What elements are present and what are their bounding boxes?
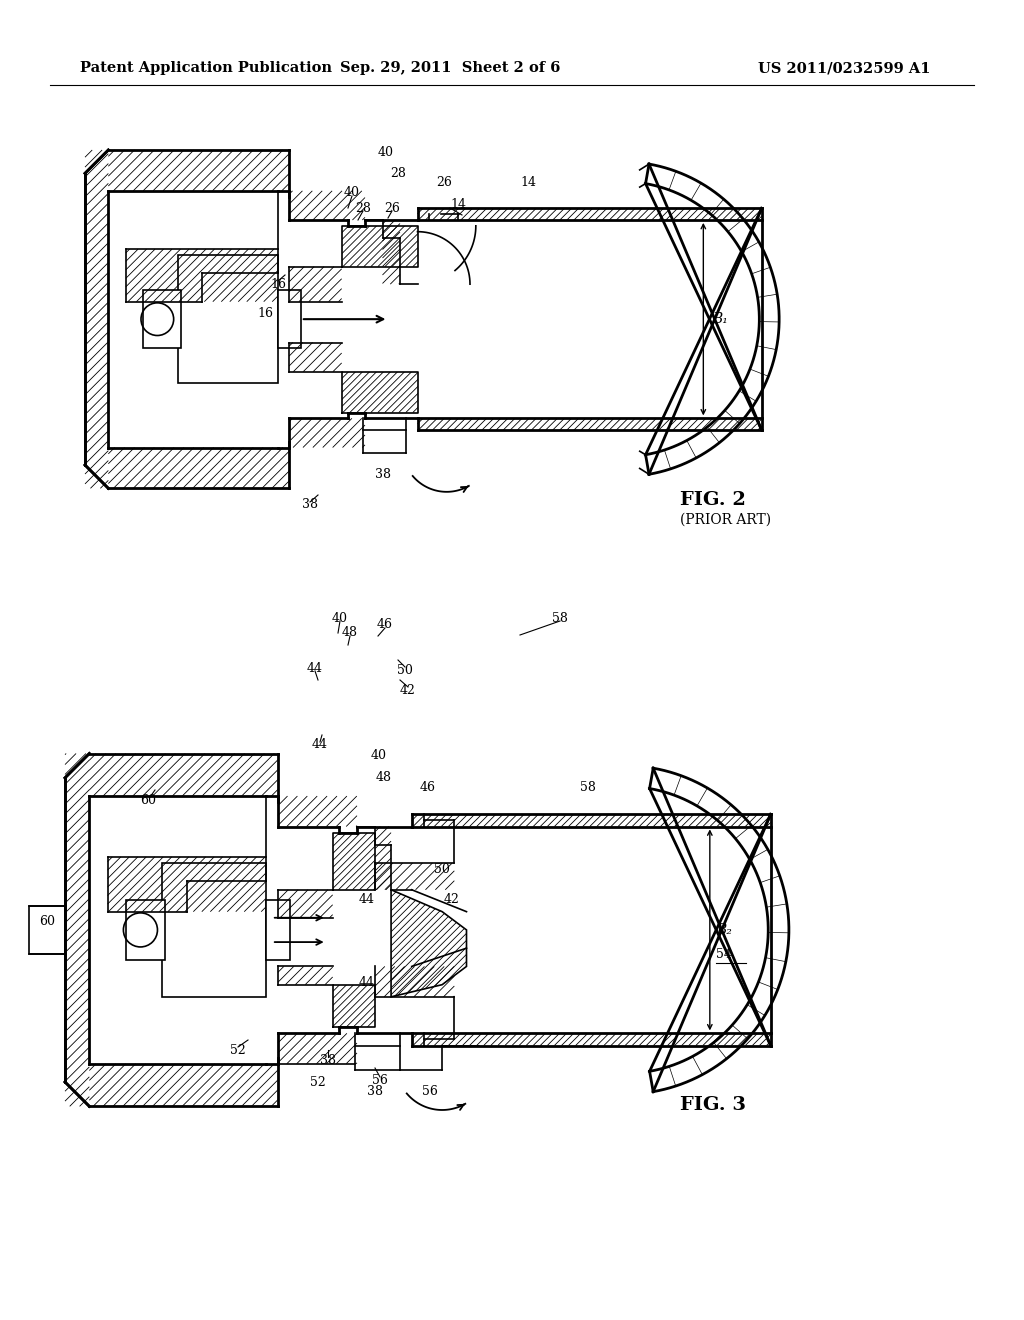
Text: 38: 38 (368, 1085, 383, 1098)
Text: 42: 42 (400, 684, 416, 697)
Text: 50: 50 (397, 664, 413, 676)
Text: 44: 44 (307, 661, 323, 675)
Text: 38: 38 (302, 499, 318, 511)
Text: 44: 44 (312, 738, 328, 751)
Text: 58: 58 (552, 611, 568, 624)
Text: FIG. 3: FIG. 3 (680, 1096, 746, 1114)
Text: 46: 46 (377, 619, 393, 631)
Text: FIG. 2: FIG. 2 (680, 491, 745, 510)
Text: 60: 60 (39, 915, 54, 928)
Bar (163, 863, 266, 997)
Text: 28: 28 (355, 202, 371, 214)
Text: 56: 56 (422, 1085, 438, 1098)
Text: 26: 26 (436, 176, 453, 189)
Text: 44: 44 (358, 975, 375, 989)
Bar (126, 899, 165, 961)
Text: 38: 38 (375, 467, 390, 480)
Text: 16: 16 (258, 306, 273, 319)
Text: 40: 40 (378, 145, 394, 158)
Text: 40: 40 (371, 750, 387, 763)
Text: 56: 56 (372, 1073, 388, 1086)
Text: 58: 58 (581, 781, 596, 795)
Text: 48: 48 (376, 771, 392, 784)
Text: 42: 42 (444, 894, 460, 906)
Text: 54: 54 (716, 948, 732, 961)
Text: B₁: B₁ (713, 312, 728, 326)
Text: US 2011/0232599 A1: US 2011/0232599 A1 (758, 61, 930, 75)
Text: 52: 52 (310, 1076, 326, 1089)
Text: Sep. 29, 2011  Sheet 2 of 6: Sep. 29, 2011 Sheet 2 of 6 (340, 61, 560, 75)
Text: 48: 48 (342, 627, 358, 639)
Bar (278, 290, 301, 348)
Text: 16: 16 (270, 279, 286, 292)
Text: 38: 38 (319, 1053, 336, 1067)
Text: 14: 14 (450, 198, 466, 211)
Text: 60: 60 (140, 793, 156, 807)
Text: 28: 28 (390, 166, 406, 180)
Text: 44: 44 (358, 894, 375, 906)
Text: Patent Application Publication: Patent Application Publication (80, 61, 332, 75)
Text: 40: 40 (332, 611, 348, 624)
Bar (29, 906, 65, 954)
Text: (PRIOR ART): (PRIOR ART) (680, 513, 771, 527)
Text: 46: 46 (420, 781, 435, 795)
Text: 26: 26 (384, 202, 400, 214)
Text: 40: 40 (344, 186, 360, 199)
Text: 50: 50 (434, 862, 451, 875)
Bar (143, 290, 180, 348)
Bar (266, 899, 290, 961)
Text: B₂: B₂ (716, 923, 732, 937)
Bar (178, 255, 278, 383)
Text: 14: 14 (520, 176, 537, 189)
Text: 52: 52 (230, 1044, 246, 1056)
